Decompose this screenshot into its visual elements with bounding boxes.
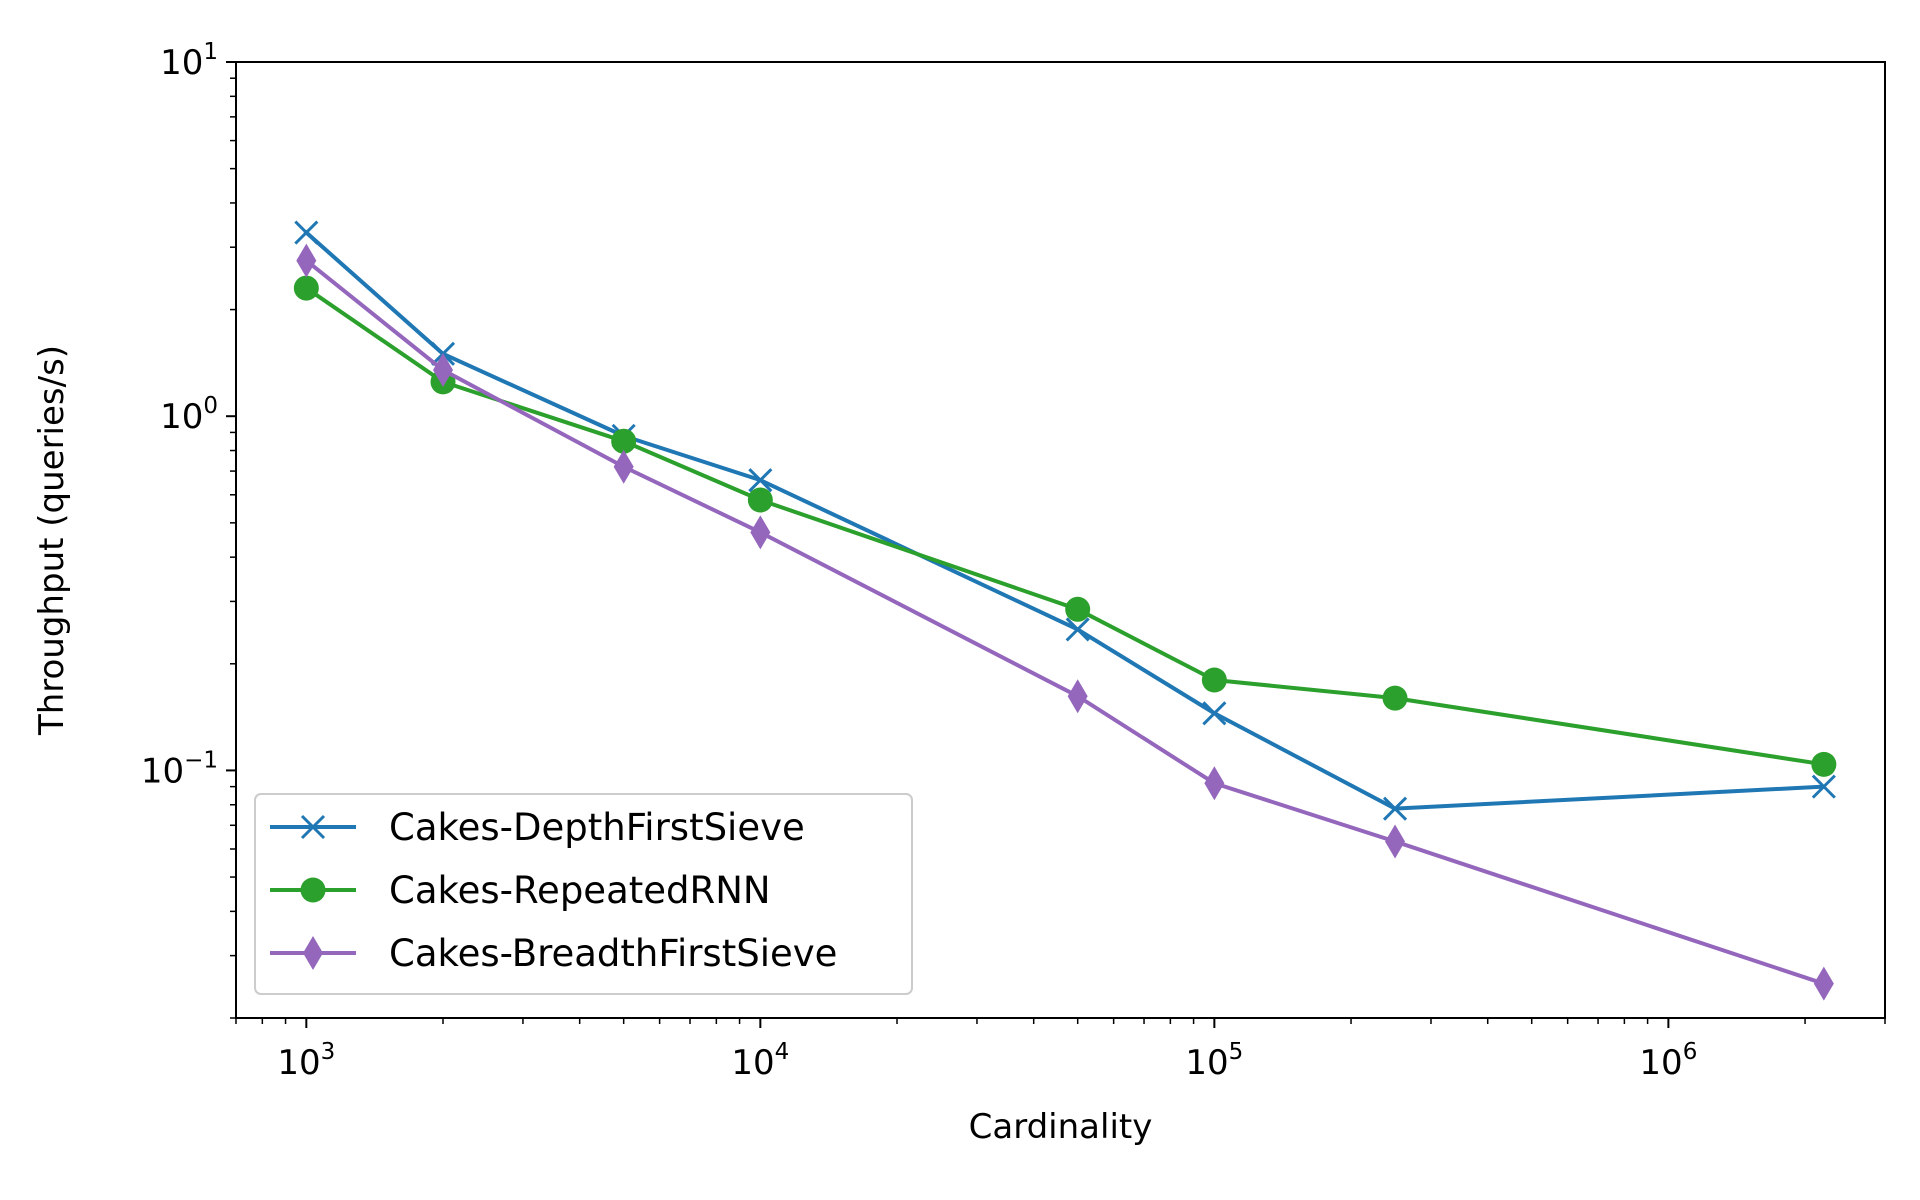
data-point — [1385, 824, 1406, 859]
x-tick-label: 103 — [277, 1039, 335, 1083]
y-axis-label: Throughput (queries/s) — [32, 345, 72, 736]
marker-stroke — [1382, 796, 1408, 821]
x-axis-ticks: 103 104 105 106 — [235, 1018, 1886, 1083]
data-point — [1065, 596, 1091, 622]
x-tick-label: 104 — [731, 1039, 789, 1083]
x-tick-label: 105 — [1185, 1039, 1243, 1083]
data-point — [294, 220, 319, 245]
series-line — [303, 257, 1827, 987]
series-line — [303, 285, 1827, 767]
data-point — [1204, 766, 1225, 801]
legend-entry: Cakes-RepeatedRNN — [270, 869, 771, 912]
marker-stroke — [1811, 774, 1836, 799]
data-point — [611, 428, 637, 454]
data-point — [1202, 701, 1227, 726]
legend-marker — [300, 814, 326, 840]
series-cakes-breadthfirstsieve — [296, 243, 1834, 1001]
data-point — [433, 353, 454, 388]
data-point — [1065, 617, 1090, 642]
legend-marker — [300, 877, 326, 903]
data-point — [750, 515, 771, 550]
marker-stroke — [1065, 617, 1090, 642]
marker-stroke — [300, 814, 326, 840]
legend-label: Cakes-DepthFirstSieve — [389, 806, 805, 849]
data-point — [747, 487, 773, 513]
legend-label: Cakes-BreadthFirstSieve — [389, 932, 837, 975]
legend-box — [254, 793, 913, 995]
data-point — [1813, 966, 1834, 1001]
data-point — [1382, 796, 1408, 821]
y-axis-ticks: 10−1 100 101 — [141, 39, 236, 1019]
data-point — [1811, 751, 1837, 777]
marker-stroke — [748, 468, 773, 493]
legend-marker — [303, 936, 323, 970]
data-point — [296, 243, 317, 278]
marker-stroke — [294, 220, 319, 245]
data-point — [748, 468, 773, 493]
legend-label: Cakes-RepeatedRNN — [389, 869, 771, 912]
data-point — [1811, 774, 1836, 799]
y-tick-label: 101 — [160, 39, 218, 83]
data-point — [1382, 685, 1408, 711]
x-tick-label: 106 — [1639, 1039, 1697, 1083]
legend-entry: Cakes-BreadthFirstSieve — [270, 932, 837, 975]
data-point — [613, 449, 634, 484]
legend: Cakes-DepthFirstSieve Cakes-RepeatedRNN Ca… — [254, 793, 913, 995]
marker-stroke — [1202, 701, 1227, 726]
data-point — [1201, 667, 1227, 693]
y-tick-label: 10−1 — [141, 747, 218, 791]
series-cakes-repeatedrnn — [293, 275, 1837, 777]
legend-entry: Cakes-DepthFirstSieve — [270, 806, 805, 849]
series-layer — [293, 220, 1837, 1001]
y-tick-label: 100 — [160, 393, 218, 437]
data-point — [293, 275, 319, 301]
data-point — [1067, 679, 1088, 714]
axes-frame — [235, 61, 1886, 1019]
x-axis-label: Cardinality — [969, 1107, 1153, 1147]
